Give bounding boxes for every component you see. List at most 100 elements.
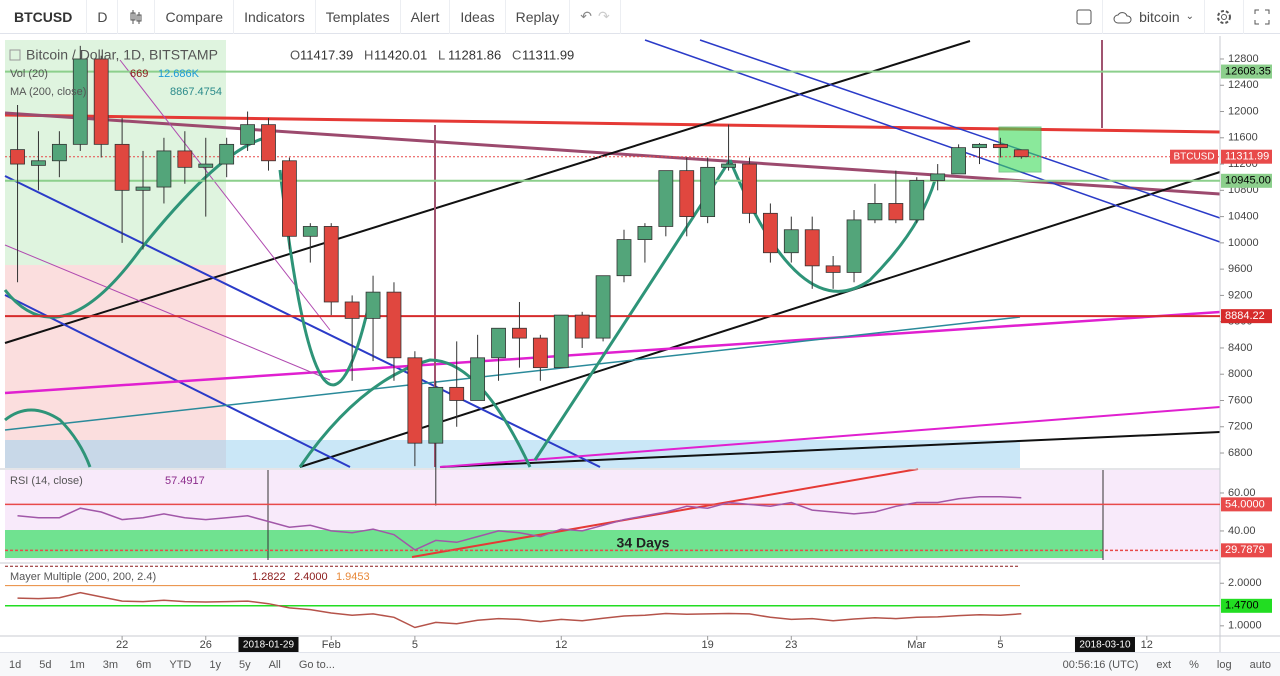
candle-body bbox=[846, 219, 862, 273]
candle-body bbox=[449, 386, 465, 401]
x-tick-label: Feb bbox=[322, 639, 341, 651]
gear-icon bbox=[1217, 9, 1231, 24]
toolbar-item[interactable]: Compare bbox=[155, 0, 235, 34]
candle-body bbox=[114, 143, 130, 191]
toolbar-item[interactable]: Replay bbox=[506, 0, 571, 34]
price-badge-label: 1.4700 bbox=[1225, 600, 1259, 612]
candle-body bbox=[804, 229, 820, 267]
study-name: MA (200, close) bbox=[10, 86, 86, 98]
trend-line bbox=[299, 171, 1221, 468]
candle-body bbox=[240, 124, 255, 145]
candle-body bbox=[679, 170, 695, 217]
undo-redo[interactable]: ↶ ↷ bbox=[570, 0, 621, 34]
range-annotation: 34 Days bbox=[617, 535, 670, 551]
range-button[interactable]: 1d bbox=[9, 658, 22, 671]
x-marker-bg bbox=[238, 637, 299, 652]
y-tick-label: 9600 bbox=[1228, 263, 1252, 275]
trend-line bbox=[4, 40, 971, 344]
chart: 34 Days 68007200760080008400880092009600… bbox=[0, 36, 1280, 652]
x-tick-label: 12 bbox=[1141, 639, 1153, 651]
symbol-button[interactable]: BTCUSD bbox=[0, 0, 88, 34]
price-badge bbox=[1221, 64, 1272, 79]
toolbar-item[interactable]: Alert bbox=[401, 0, 451, 34]
range-button[interactable]: 6m bbox=[136, 658, 152, 671]
settings-button[interactable] bbox=[1205, 0, 1244, 34]
ohlc-label: L bbox=[438, 47, 445, 62]
expand-button[interactable] bbox=[1244, 0, 1280, 34]
clock: 00:56:16 (UTC) bbox=[1062, 658, 1139, 671]
candle-body bbox=[344, 301, 360, 319]
price-badge-label: 29.7879 bbox=[1225, 544, 1265, 556]
interval-button[interactable]: D bbox=[87, 0, 119, 34]
range-button[interactable]: YTD bbox=[169, 658, 192, 671]
y-tick-label: 2.0000 bbox=[1228, 577, 1262, 589]
y-tick-label: 12000 bbox=[1228, 105, 1259, 117]
toolbar-item[interactable]: Ideas bbox=[450, 0, 506, 34]
x-tick-label: 12 bbox=[555, 639, 567, 651]
toolbar-item[interactable]: Templates bbox=[316, 0, 401, 34]
study-value: 2.4000 bbox=[294, 571, 328, 583]
x-tick-label: 5 bbox=[412, 639, 418, 651]
y-tick-label: 12400 bbox=[1228, 79, 1259, 91]
candle-body bbox=[219, 143, 235, 165]
chart-style-button[interactable] bbox=[118, 0, 156, 34]
toolbar-right: bitcoin ⌄ bbox=[1066, 0, 1280, 34]
trend-line bbox=[411, 468, 919, 558]
candle-body bbox=[742, 163, 757, 214]
candle-body bbox=[993, 143, 1008, 149]
study-name: RSI (14, close) bbox=[10, 475, 83, 487]
price-badge-label: 10945.00 bbox=[1225, 175, 1271, 187]
candle-body bbox=[972, 143, 987, 149]
price-badge-label: 54.0000 bbox=[1225, 498, 1265, 510]
drawings bbox=[3, 39, 1221, 560]
option-button[interactable]: % bbox=[1189, 658, 1199, 671]
fullscreen-toggle[interactable] bbox=[1066, 0, 1104, 34]
ohlc-value: 11420.01 bbox=[374, 47, 427, 62]
option-button[interactable]: log bbox=[1216, 658, 1232, 671]
candle-body bbox=[909, 180, 925, 221]
price-badge bbox=[1221, 598, 1272, 613]
y-tick-label: 40.00 bbox=[1228, 525, 1256, 537]
x-tick-label: Mar bbox=[907, 639, 926, 651]
candles-icon bbox=[130, 9, 142, 24]
chart-title: Bitcoin / Dollar, 1D, BITSTAMP bbox=[26, 47, 218, 63]
layout-button[interactable]: bitcoin ⌄ bbox=[1103, 0, 1205, 34]
x-tick-label: 23 bbox=[785, 639, 797, 651]
price-badge-label: 12608.35 bbox=[1225, 65, 1271, 77]
option-button[interactable]: ext bbox=[1156, 658, 1172, 671]
candle-body bbox=[93, 58, 109, 145]
y-tick-label: 9200 bbox=[1228, 289, 1252, 301]
bottom-bar: 1d 5d 1m 3m 6m YTD 1y 5y All Go to... 00:56:16 (UT… bbox=[0, 652, 1280, 676]
ma-line bbox=[4, 316, 1021, 431]
range-button[interactable]: 5d bbox=[39, 658, 52, 671]
y-tick-label: 8400 bbox=[1228, 342, 1252, 354]
layout-name: bitcoin bbox=[1139, 8, 1180, 25]
range-button[interactable]: 1m bbox=[69, 658, 85, 671]
range-button[interactable]: 3m bbox=[102, 658, 119, 671]
y-tick-label: 1.0000 bbox=[1228, 620, 1262, 632]
study-value: 8867.4754 bbox=[170, 86, 222, 98]
range-button[interactable]: 1y bbox=[209, 658, 221, 671]
candle-body bbox=[302, 226, 318, 237]
trend-line bbox=[699, 39, 1221, 219]
price-badge-label: 11311.99 bbox=[1225, 151, 1269, 163]
toolbar-item[interactable]: Indicators bbox=[234, 0, 316, 34]
ohlc-label: C bbox=[512, 47, 521, 62]
ohlc-value: 11311.99 bbox=[522, 47, 574, 62]
indicator-line bbox=[17, 591, 1022, 629]
ohlc-value: 11281.86 bbox=[448, 47, 501, 62]
range-button[interactable]: All bbox=[268, 658, 281, 671]
range-button[interactable]: 5y bbox=[238, 658, 251, 671]
goto-button[interactable]: Go to... bbox=[298, 658, 335, 671]
y-tick-label: 10400 bbox=[1228, 211, 1259, 223]
study-value: 1.2822 bbox=[252, 571, 286, 583]
option-button[interactable]: auto bbox=[1249, 658, 1271, 671]
candle-body bbox=[72, 58, 88, 145]
candle-body bbox=[491, 327, 506, 359]
x-tick-label: 22 bbox=[116, 639, 128, 651]
toolbar: BTCUSD D Compare Indicators Templates Alert… bbox=[0, 0, 1280, 34]
y-tick-label: 11600 bbox=[1228, 132, 1258, 144]
study-value: 1.9453 bbox=[336, 571, 370, 583]
candle-body bbox=[10, 149, 25, 165]
candle-body bbox=[51, 143, 67, 162]
